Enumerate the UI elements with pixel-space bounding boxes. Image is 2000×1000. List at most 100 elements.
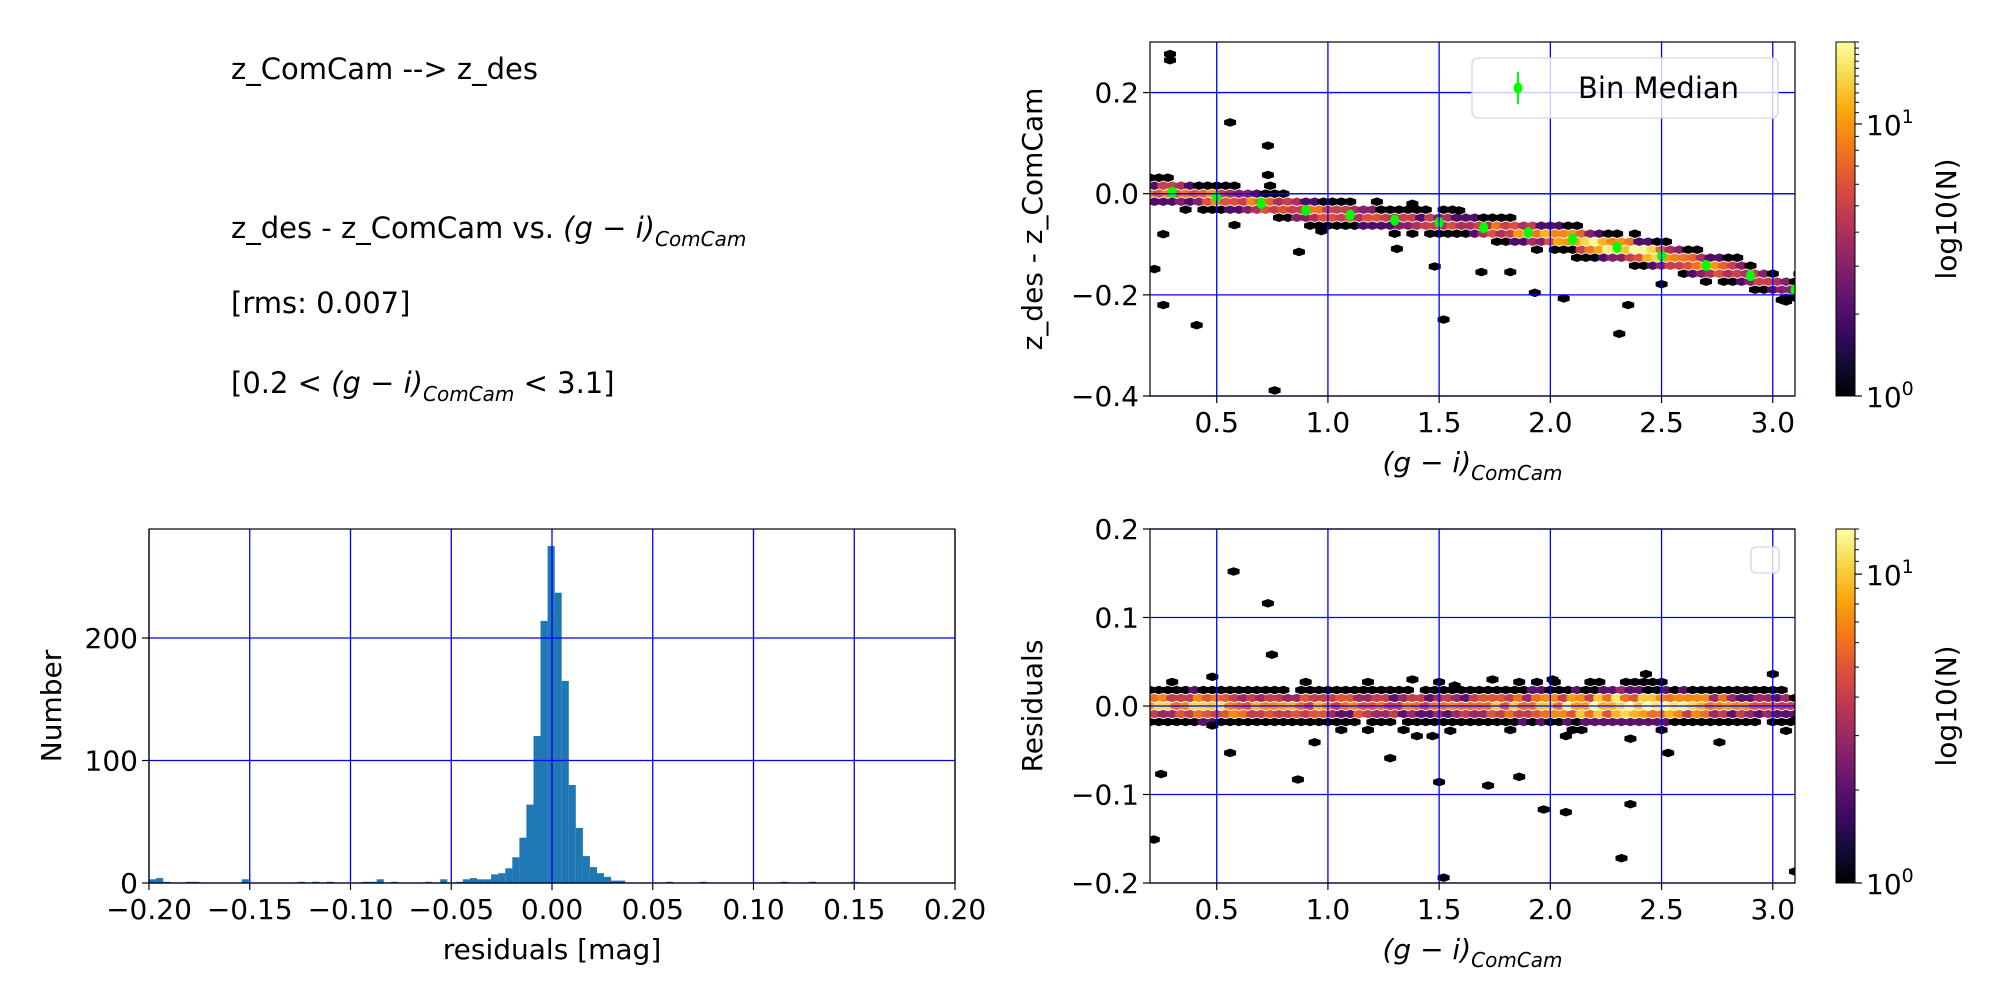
y-tick-label: 200 xyxy=(85,622,138,655)
x-tick-label: −0.15 xyxy=(207,893,293,926)
colorbar-gradient xyxy=(1836,529,1855,883)
outlier-point xyxy=(1559,731,1572,741)
outlier-point xyxy=(1537,805,1550,814)
colorbar-tick-label: 101 xyxy=(1866,106,1914,142)
histogram-bar xyxy=(618,880,626,883)
median-point xyxy=(1568,233,1578,245)
hexbin-cell xyxy=(1531,677,1543,687)
outlier-point xyxy=(1789,715,1795,725)
x-tick-label: 0.20 xyxy=(924,893,986,926)
outlier-point xyxy=(1150,264,1161,274)
hexbin-cell xyxy=(1384,717,1397,727)
outlier-cells xyxy=(1150,49,1793,395)
histogram-bar xyxy=(376,879,384,883)
outlier-point xyxy=(1384,753,1397,763)
hexbin-cell xyxy=(1531,245,1543,254)
x-axis-label: (g − i)ComCam xyxy=(1382,933,1562,972)
x-tick-label: 0.15 xyxy=(823,893,885,926)
outlier-point xyxy=(1622,300,1635,310)
colorbar-label: log10(N) xyxy=(1930,645,1963,766)
y-tick-label: −0.1 xyxy=(1071,779,1139,812)
y-tick-label: 0 xyxy=(120,867,138,900)
plot-area xyxy=(1150,49,1795,395)
hexbin-cell xyxy=(1504,213,1517,222)
x-tick-label: 2.5 xyxy=(1639,893,1684,926)
residuals-chart: 0.5 1.0 1.5 2.0 2.5 3.0 0.2 0.1 0.0 −0.1 −0.2 (g − … xyxy=(1016,513,1963,972)
outlier-point xyxy=(1437,873,1450,882)
hexbin-cell xyxy=(1264,181,1277,190)
median-point xyxy=(1256,197,1266,209)
hexbin-cell xyxy=(1593,677,1606,687)
hexbin-cell xyxy=(1744,261,1757,270)
hexbin-cell xyxy=(1166,677,1179,687)
histogram-bar xyxy=(440,879,448,883)
hexbin-cells xyxy=(1150,173,1795,303)
outlier-point xyxy=(1164,55,1176,65)
hexbin-cell xyxy=(1161,173,1174,182)
hexbin-cell xyxy=(1513,677,1526,687)
outlier-point xyxy=(1291,775,1304,784)
x-tick-label: 0.05 xyxy=(622,893,684,926)
y-tick-label: 100 xyxy=(85,745,138,778)
outlier-point xyxy=(1224,748,1237,758)
outlier-point xyxy=(1426,731,1439,741)
outlier-point xyxy=(1157,229,1170,239)
histogram-bar xyxy=(484,879,492,883)
outlier-point xyxy=(1406,675,1419,684)
x-axis-label: residuals [mag] xyxy=(443,933,662,966)
hexbin-cell xyxy=(1700,277,1712,286)
y-axis-label: Residuals xyxy=(1016,640,1049,773)
x-tick-label: 1.5 xyxy=(1417,406,1462,439)
hexbin-cell xyxy=(1228,181,1241,190)
hexbin-cell xyxy=(1419,205,1432,214)
colorbar-tick-label: 101 xyxy=(1866,556,1914,592)
hexbin-cell xyxy=(1299,677,1312,687)
colorbar-gradient xyxy=(1836,42,1855,396)
x-tick-label: 2.0 xyxy=(1528,406,1573,439)
median-point xyxy=(1701,260,1711,272)
outlier-point xyxy=(1228,220,1241,230)
histogram-bars xyxy=(149,546,859,883)
y-tick-label: 0.2 xyxy=(1094,513,1139,546)
hexbin-cell xyxy=(1402,685,1414,695)
median-point xyxy=(1345,209,1355,221)
x-tick-label: 2.5 xyxy=(1639,406,1684,439)
plot-area xyxy=(149,529,859,883)
x-tick-label: 0.10 xyxy=(722,893,784,926)
outlier-point xyxy=(1261,599,1274,608)
median-point xyxy=(1167,186,1177,198)
median-point xyxy=(1523,227,1533,239)
hexbin-cell xyxy=(1362,725,1374,735)
outlier-point xyxy=(1780,297,1793,306)
outlier-point xyxy=(1453,206,1466,215)
outlier-cells xyxy=(1150,567,1795,882)
histogram-bar xyxy=(512,857,520,883)
outlier-point xyxy=(1261,141,1274,150)
histogram-bar xyxy=(477,879,485,883)
outlier-point xyxy=(1206,721,1219,730)
hexbin-cell xyxy=(1362,677,1374,687)
outlier-point xyxy=(1155,769,1168,779)
colorbar-tick-label: 100 xyxy=(1866,378,1914,414)
histogram-bar xyxy=(611,880,619,883)
outlier-point xyxy=(1444,726,1457,736)
histogram-bar xyxy=(491,874,499,883)
y-tick-label: −0.2 xyxy=(1071,867,1139,900)
y-tick-label: −0.4 xyxy=(1071,380,1139,413)
median-point xyxy=(1301,204,1311,216)
outlier-point xyxy=(1475,267,1488,277)
x-axis-label: (g − i)ComCam xyxy=(1382,446,1562,485)
histogram-bar xyxy=(156,878,164,883)
histogram-bar xyxy=(540,620,548,883)
hexbin-cell xyxy=(1789,709,1795,719)
hexbin-cell xyxy=(1504,725,1517,735)
x-tick-label: 0.00 xyxy=(521,893,583,926)
y-tick-label: 0.0 xyxy=(1094,690,1139,723)
histogram-bar xyxy=(533,736,541,883)
grid xyxy=(148,529,956,884)
x-tick-label: 0.5 xyxy=(1194,893,1239,926)
hexbin-cell xyxy=(1749,717,1761,727)
histogram-bar xyxy=(547,546,555,883)
x-tick-label: 1.0 xyxy=(1306,893,1351,926)
